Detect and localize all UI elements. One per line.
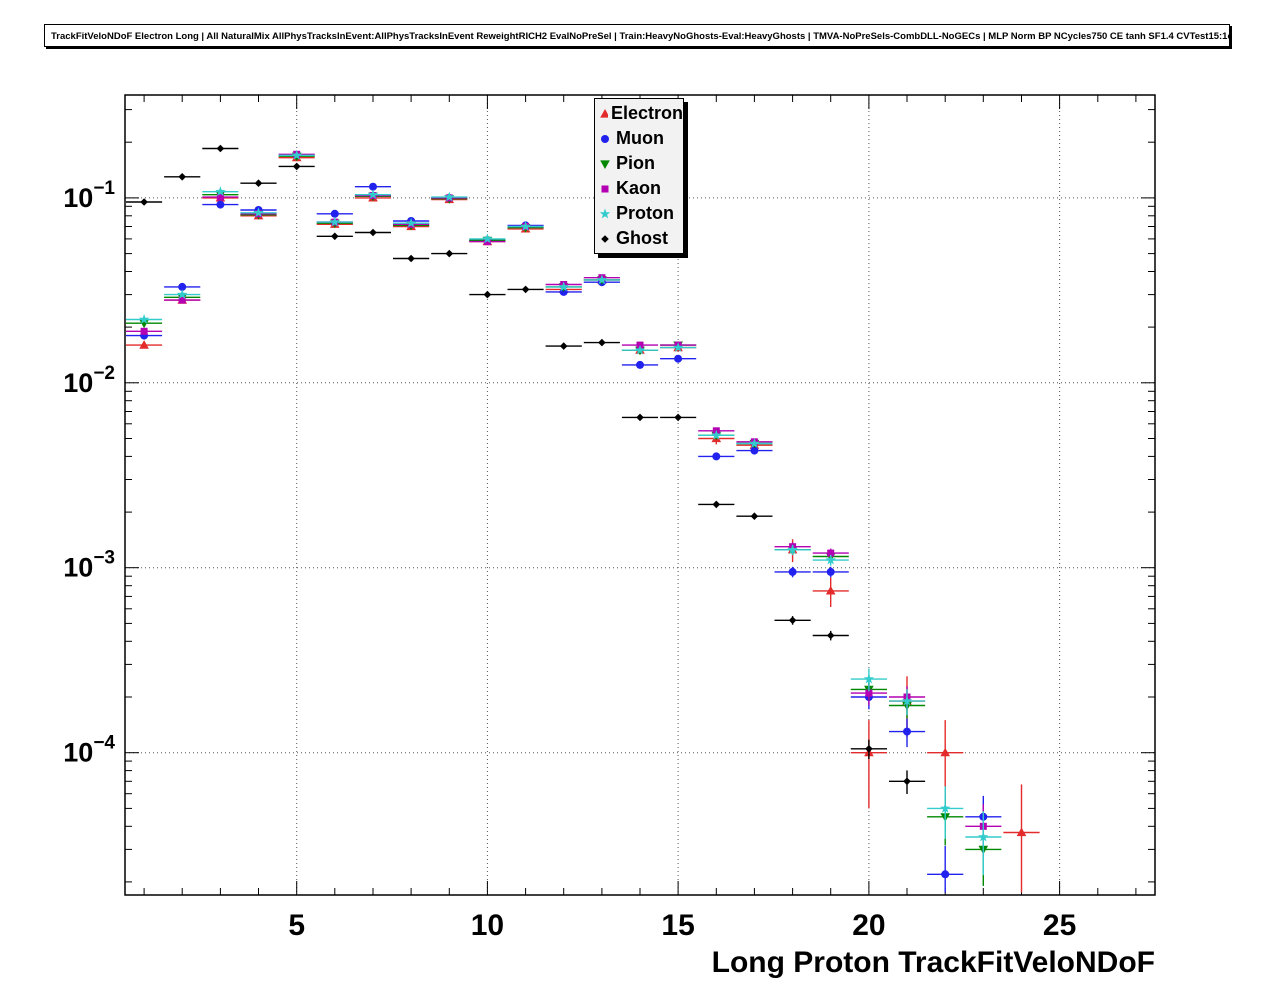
chart-title-bar: TrackFitVeloNDoF Electron Long | All Nat… [44, 24, 1230, 47]
legend-label-proton: Proton [616, 203, 674, 223]
legend-label-pion: Pion [616, 153, 655, 173]
legend-label-muon: Muon [616, 128, 664, 148]
legend-label-electron: Electron [610, 103, 683, 123]
svg-text:10−1: 10−1 [63, 178, 115, 213]
svg-text:10−2: 10−2 [63, 363, 115, 398]
svg-text:10: 10 [471, 909, 504, 942]
legend: Electron Muon Pion Kaon Proton Ghost [594, 98, 684, 254]
legend-item-ghost: Ghost [597, 226, 683, 251]
legend-item-pion: Pion [597, 151, 683, 176]
legend-marker-pion-icon [600, 159, 610, 169]
svg-text:5: 5 [288, 909, 305, 942]
legend-marker-muon-icon [601, 134, 609, 143]
legend-marker-kaon-icon [601, 185, 609, 192]
legend-marker-ghost-icon [601, 234, 609, 243]
legend-marker-proton-icon [599, 208, 611, 218]
svg-text:20: 20 [852, 909, 885, 942]
x-axis-title: Long Proton TrackFitVeloNDoF [711, 946, 1155, 979]
legend-item-kaon: Kaon [597, 176, 683, 201]
legend-marker-electron-icon [600, 108, 608, 118]
legend-item-electron: Electron [597, 101, 683, 126]
svg-text:15: 15 [661, 909, 694, 942]
legend-label-ghost: Ghost [616, 228, 668, 248]
svg-text:10−3: 10−3 [63, 548, 115, 583]
svg-text:25: 25 [1043, 909, 1076, 942]
legend-item-muon: Muon [597, 126, 683, 151]
svg-text:10−4: 10−4 [63, 733, 115, 768]
legend-label-kaon: Kaon [616, 178, 661, 198]
legend-item-proton: Proton [597, 201, 683, 226]
